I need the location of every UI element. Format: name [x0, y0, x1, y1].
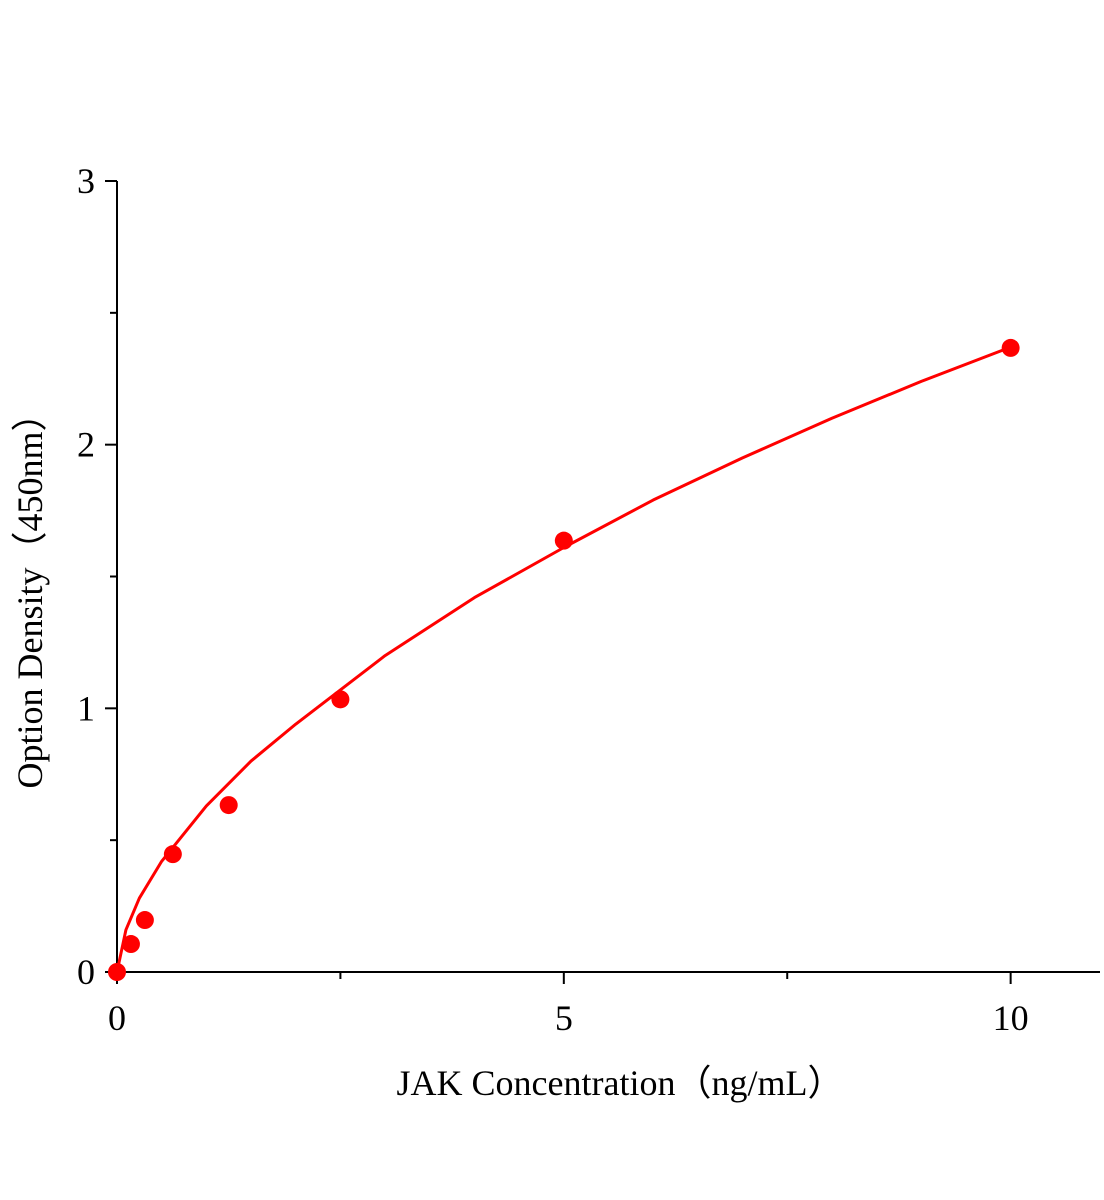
y-tick-label: 1	[77, 688, 95, 728]
x-tick-label: 0	[108, 998, 126, 1038]
data-point	[163, 845, 182, 864]
data-point	[121, 935, 140, 954]
fit-curve	[115, 345, 1012, 973]
y-tick-label: 3	[77, 161, 95, 201]
data-point	[135, 911, 154, 930]
y-axis-title: Option Density（450nm）	[10, 396, 50, 789]
x-axis-title: JAK Concentration（ng/mL）	[397, 1063, 844, 1103]
data-point	[219, 796, 238, 815]
y-tick-label: 2	[77, 425, 95, 465]
x-tick-label: 10	[993, 998, 1029, 1038]
y-tick-label: 0	[77, 952, 95, 992]
x-tick-label: 5	[555, 998, 573, 1038]
